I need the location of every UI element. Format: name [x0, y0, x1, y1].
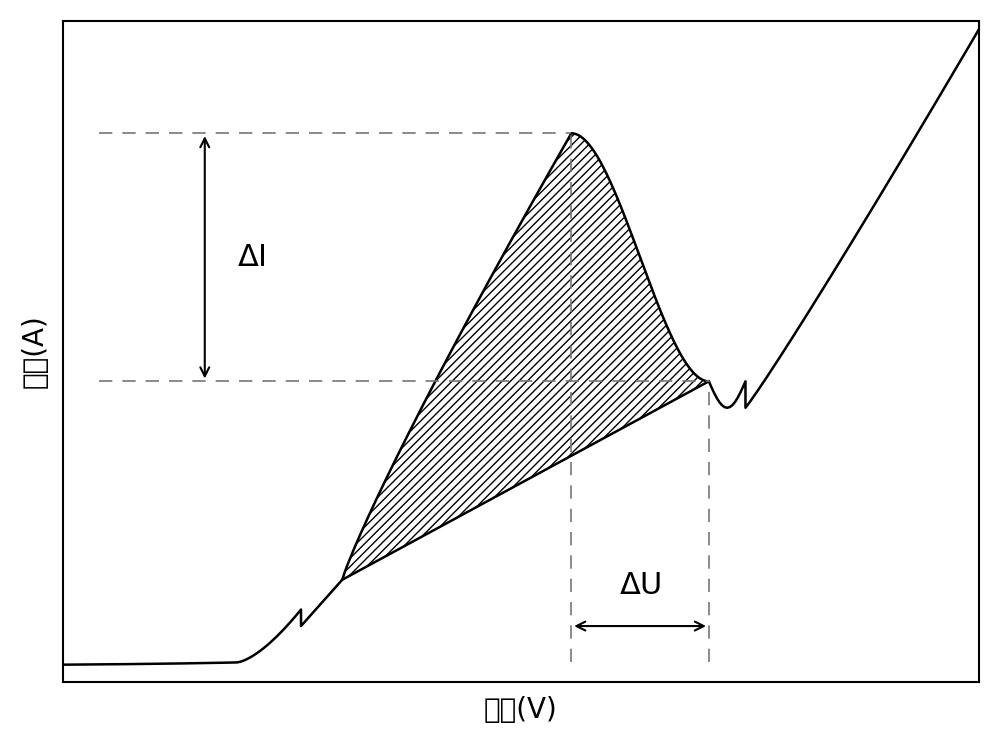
X-axis label: 电压(V): 电压(V) [484, 696, 558, 724]
Text: $\Delta$I: $\Delta$I [237, 243, 266, 272]
Polygon shape [342, 133, 709, 580]
Text: $\Delta$U: $\Delta$U [619, 571, 661, 600]
Y-axis label: 电流(A): 电流(A) [21, 314, 49, 388]
